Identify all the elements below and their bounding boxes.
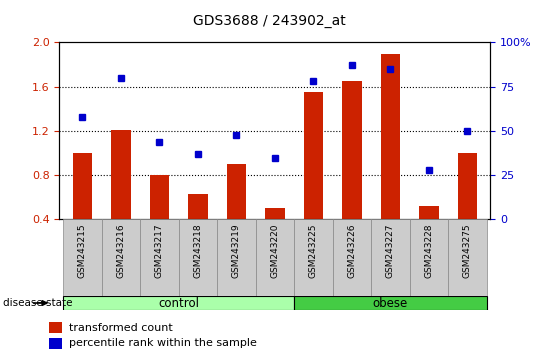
Text: disease state: disease state bbox=[3, 298, 72, 308]
Text: obese: obese bbox=[373, 297, 408, 309]
FancyBboxPatch shape bbox=[294, 219, 333, 296]
FancyBboxPatch shape bbox=[294, 296, 487, 310]
Bar bbox=[458, 153, 477, 219]
Text: GSM243228: GSM243228 bbox=[424, 223, 433, 278]
FancyBboxPatch shape bbox=[333, 219, 371, 296]
FancyBboxPatch shape bbox=[63, 219, 102, 296]
Bar bbox=[150, 175, 169, 219]
Bar bbox=[49, 338, 61, 349]
Text: percentile rank within the sample: percentile rank within the sample bbox=[69, 338, 257, 348]
Text: GSM243218: GSM243218 bbox=[194, 223, 202, 278]
Bar bbox=[304, 92, 323, 219]
Text: GSM243215: GSM243215 bbox=[78, 223, 87, 278]
FancyBboxPatch shape bbox=[255, 219, 294, 296]
Text: GSM243217: GSM243217 bbox=[155, 223, 164, 278]
Bar bbox=[111, 130, 130, 219]
Bar bbox=[73, 153, 92, 219]
Bar bbox=[342, 81, 362, 219]
Text: GSM243220: GSM243220 bbox=[271, 223, 279, 278]
Text: GSM243225: GSM243225 bbox=[309, 223, 318, 278]
Bar bbox=[188, 194, 208, 219]
Text: control: control bbox=[158, 297, 199, 309]
FancyBboxPatch shape bbox=[217, 219, 255, 296]
Text: GSM243226: GSM243226 bbox=[348, 223, 356, 278]
Text: GSM243219: GSM243219 bbox=[232, 223, 241, 278]
FancyBboxPatch shape bbox=[178, 219, 217, 296]
Bar bbox=[381, 53, 400, 219]
FancyBboxPatch shape bbox=[140, 219, 178, 296]
FancyBboxPatch shape bbox=[371, 219, 410, 296]
Text: GDS3688 / 243902_at: GDS3688 / 243902_at bbox=[193, 14, 346, 28]
FancyBboxPatch shape bbox=[410, 219, 448, 296]
Bar bbox=[49, 322, 61, 333]
FancyBboxPatch shape bbox=[102, 219, 140, 296]
Bar bbox=[227, 164, 246, 219]
Text: GSM243227: GSM243227 bbox=[386, 223, 395, 278]
Bar bbox=[265, 209, 285, 219]
Bar bbox=[419, 206, 439, 219]
Text: GSM243216: GSM243216 bbox=[116, 223, 126, 278]
Text: transformed count: transformed count bbox=[69, 322, 173, 332]
FancyBboxPatch shape bbox=[63, 296, 294, 310]
Text: GSM243275: GSM243275 bbox=[463, 223, 472, 278]
FancyBboxPatch shape bbox=[448, 219, 487, 296]
